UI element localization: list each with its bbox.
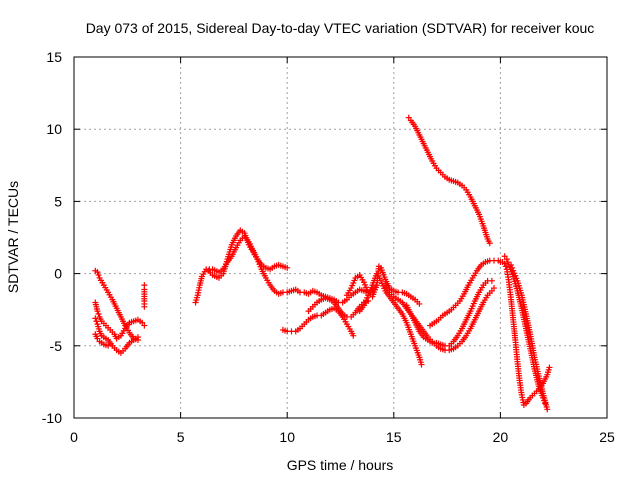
plot-frame	[73, 56, 608, 419]
data-point-marker	[93, 318, 100, 325]
data-point-marker	[141, 303, 148, 310]
data-point-marker	[134, 334, 141, 341]
y-tick-label: 10	[46, 121, 62, 137]
data-point-marker	[508, 261, 515, 268]
series-arc-2b	[205, 227, 380, 306]
data-point-marker	[94, 269, 101, 276]
data-point-marker	[544, 406, 551, 413]
x-tick-label: 25	[599, 429, 615, 445]
axes: 0 5 10 15 20 25 -10 -5 0 5 10 15	[42, 49, 615, 445]
data-point-marker	[350, 332, 357, 339]
series-arc-4d	[403, 277, 495, 349]
data-point-marker	[95, 272, 102, 279]
series-arc-3b	[305, 295, 372, 320]
x-tick-label: 10	[279, 429, 295, 445]
data-point-marker	[416, 300, 423, 307]
x-tick-label: 5	[177, 429, 185, 445]
series-arc-3a	[279, 305, 357, 339]
grid-lines	[74, 57, 607, 418]
y-axis-label: SDTVAR / TECUs	[5, 181, 21, 293]
y-tick-label: -10	[42, 410, 62, 426]
series-arc-2a	[192, 233, 291, 306]
x-tick-label: 0	[70, 429, 78, 445]
x-axis-label: GPS time / hours	[287, 457, 394, 473]
data-point-marker	[486, 240, 493, 247]
data-point-marker	[94, 308, 101, 315]
data-point-marker	[418, 361, 425, 368]
y-tick-label: 0	[54, 266, 62, 282]
data-point-marker	[141, 322, 148, 329]
series-arc-1e	[141, 282, 148, 310]
x-tick-label: 20	[493, 429, 509, 445]
y-tick-label: -5	[50, 338, 63, 354]
series-arc-7a	[499, 259, 527, 409]
data-point-marker	[501, 260, 508, 267]
series-arc-1a	[92, 267, 141, 344]
data-point-marker	[546, 364, 553, 371]
series-arc-6	[427, 257, 504, 329]
series-arc-5	[405, 114, 493, 247]
data-point-marker	[504, 259, 511, 266]
data-point-marker	[502, 263, 509, 270]
series-arc-1d	[92, 331, 112, 349]
y-tick-label: 15	[46, 49, 62, 65]
data-point-marker	[105, 342, 112, 349]
data-point-marker	[488, 277, 495, 284]
series-arc-4a	[343, 263, 423, 307]
series-arc-4b	[356, 270, 425, 368]
data-point-marker	[491, 285, 498, 292]
y-tick-label: 5	[54, 193, 62, 209]
series-arc-7d	[522, 364, 553, 407]
x-tick-label: 15	[386, 429, 402, 445]
series-arc-1b	[92, 299, 148, 342]
data-points	[92, 114, 553, 413]
data-point-marker	[503, 256, 510, 263]
series-arc-7c	[508, 261, 551, 413]
data-point-marker	[92, 315, 99, 322]
data-point-marker	[284, 264, 291, 271]
chart-title: Day 073 of 2015, Sidereal Day-to-day VTE…	[86, 20, 595, 36]
data-point-marker	[95, 311, 102, 318]
data-point-marker	[509, 264, 516, 271]
